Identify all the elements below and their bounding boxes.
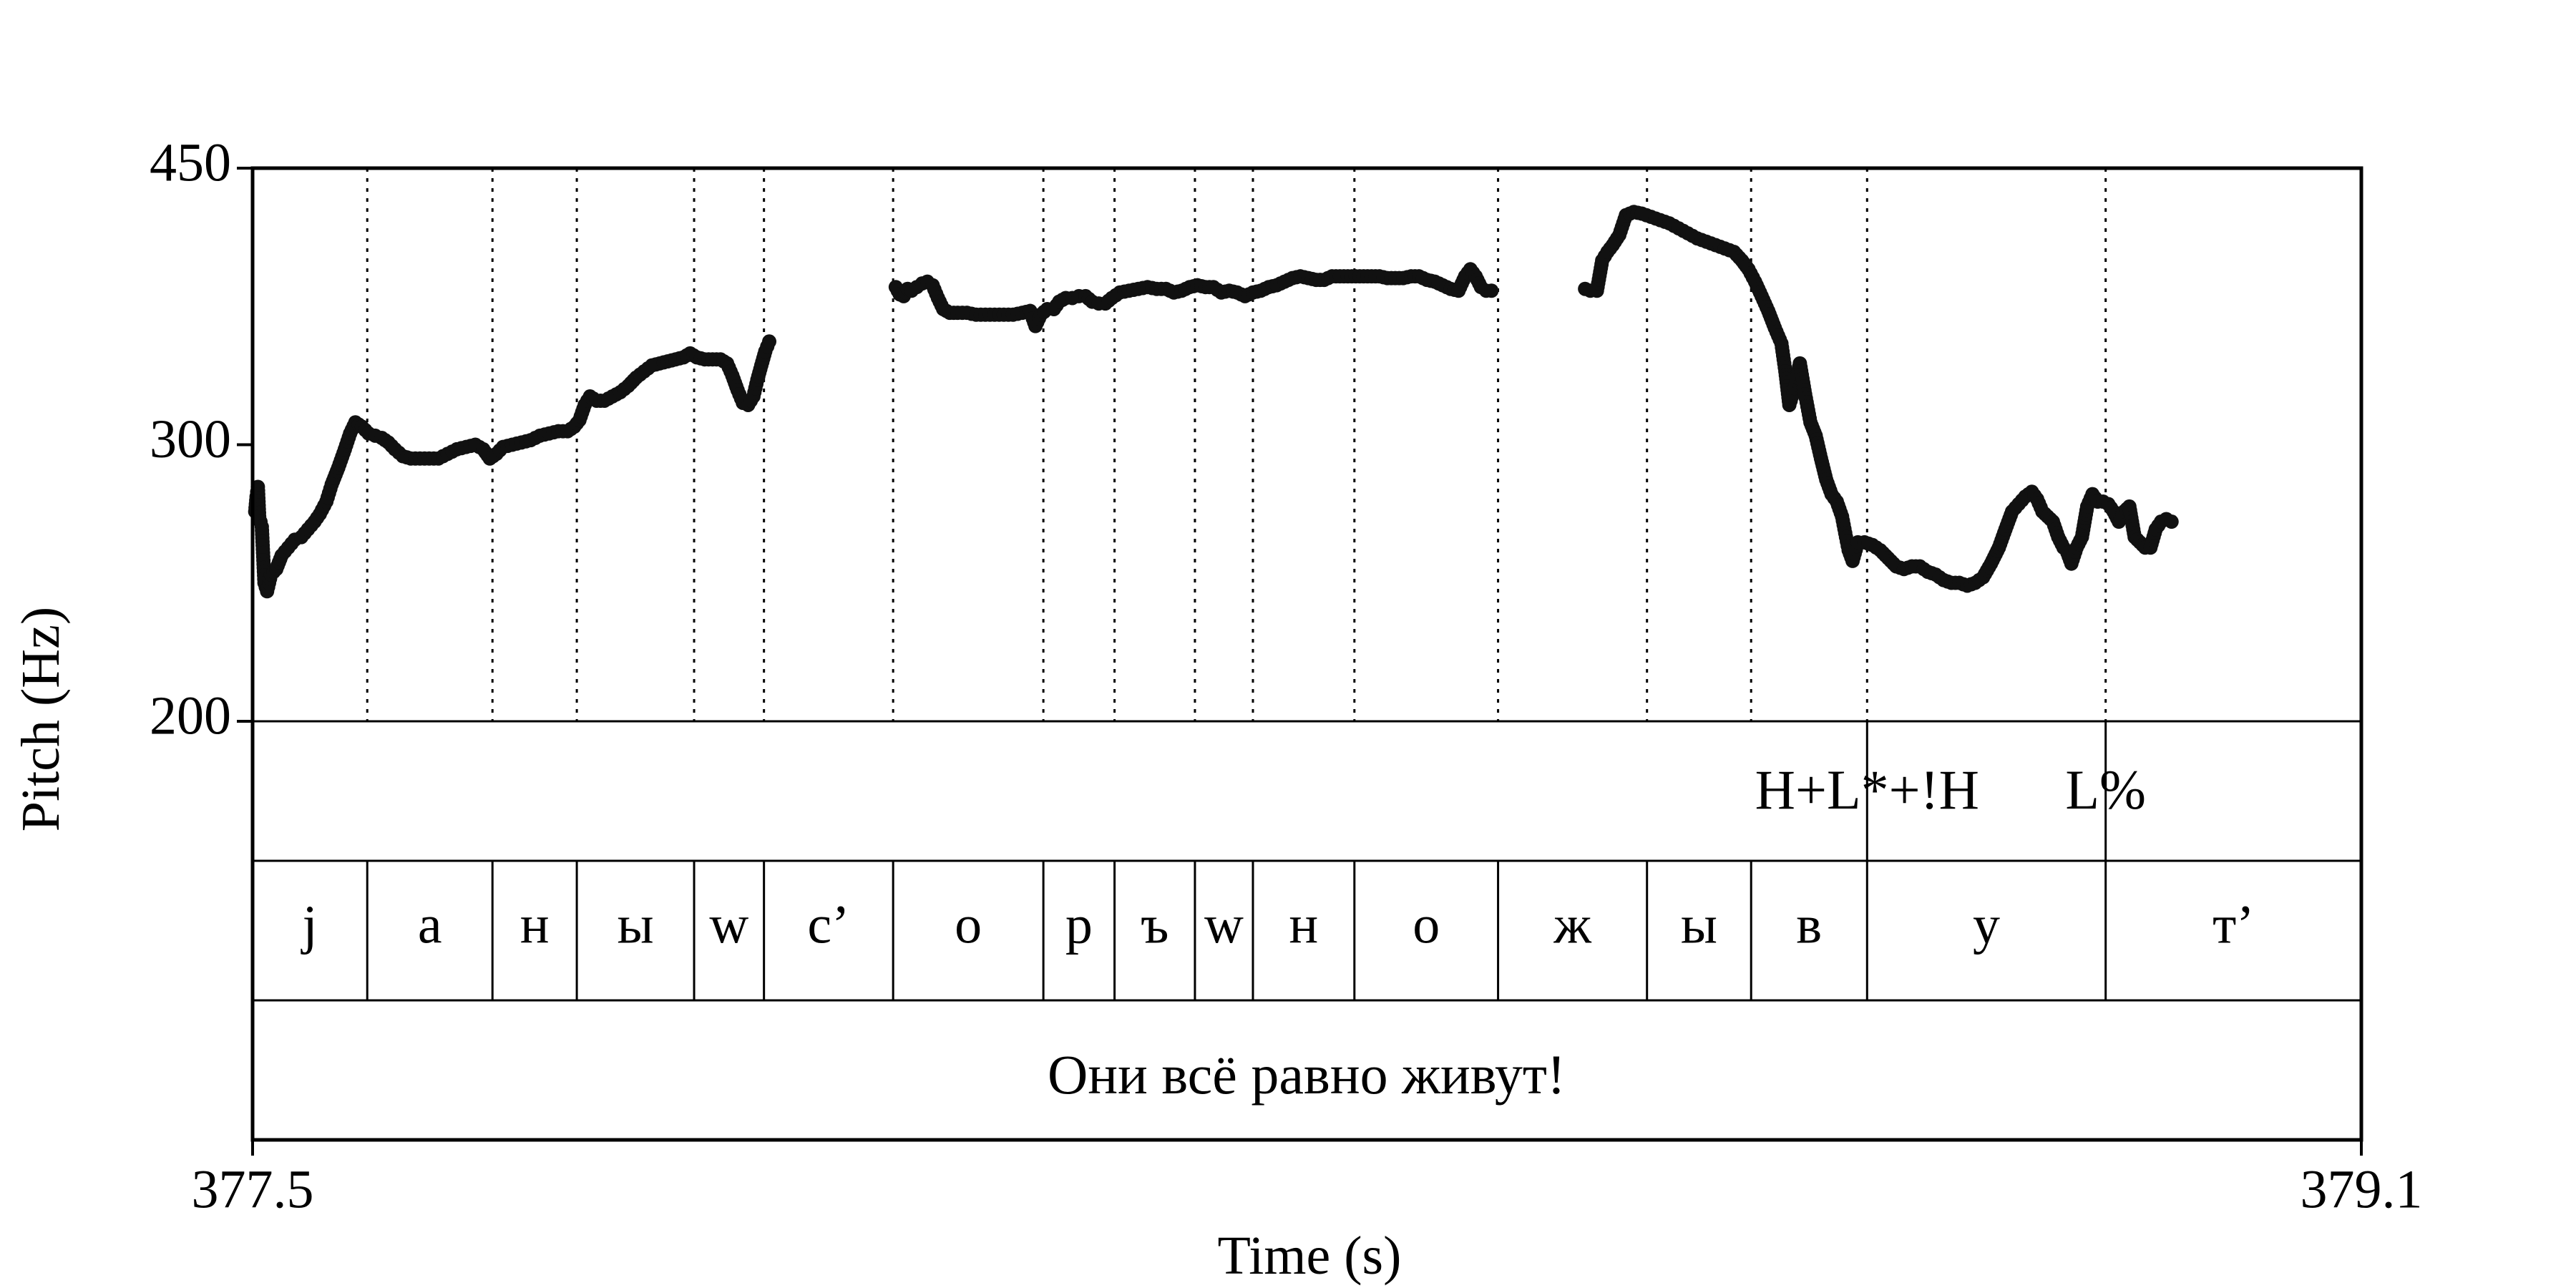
plot-frame [250, 166, 2363, 1142]
segment-label-11: о [1413, 894, 1440, 955]
segment-label-3: ы [618, 894, 654, 955]
tone-label-0: H+L*+!H [1755, 758, 1979, 821]
segment-label-1: а [418, 894, 442, 955]
pitch-point [1484, 283, 1499, 298]
sentence-label: Они всё равно живут! [1048, 1043, 1566, 1106]
x-tick-label-0: 377.5 [192, 1159, 314, 1219]
segment-label-5: с’ [807, 894, 849, 955]
tone-label-1: L% [2065, 758, 2146, 821]
segment-label-0: j [301, 894, 318, 955]
pitch-contours [248, 205, 2179, 599]
segment-label-10: н [1289, 894, 1319, 955]
segment-label-9: w [1204, 894, 1244, 955]
segment-label-8: ъ [1141, 894, 1169, 955]
segment-label-4: w [709, 894, 748, 955]
x-axis-label: Time (s) [1218, 1226, 1402, 1286]
segment-boundary-lines [366, 168, 2107, 1000]
pitch-contour-0 [248, 334, 777, 599]
segment-label-15: у [1973, 894, 2000, 955]
y-tick-label-0: 200 [150, 686, 231, 746]
segment-label-2: н [520, 894, 550, 955]
segment-label-16: т’ [2212, 894, 2255, 955]
pitch-point [2164, 514, 2179, 530]
pitch-contour-2 [1578, 205, 2179, 593]
segment-label-12: ж [1553, 894, 1591, 955]
y-axis-ticks: 200 300 450 [150, 132, 253, 746]
pitch-contour-1 [888, 262, 1499, 333]
x-axis-ticks: 377.5 379.1 [192, 1140, 2423, 1219]
segment-label-7: р [1065, 894, 1093, 955]
pitch-point [762, 334, 777, 349]
y-tick-label-1: 300 [150, 409, 231, 469]
segment-tier: j а н ы w с’ о р ъ w н о ж ы в у т’ [301, 894, 2255, 955]
segment-label-14: в [1796, 894, 1822, 955]
x-tick-label-1: 379.1 [2301, 1159, 2423, 1219]
y-axis-label: Pitch (Hz) [11, 607, 71, 831]
tone-tier: H+L*+!H L% [1755, 721, 2146, 861]
y-tick-label-2: 450 [150, 132, 231, 192]
segment-label-13: ы [1681, 894, 1717, 955]
segment-label-6: о [955, 894, 982, 955]
